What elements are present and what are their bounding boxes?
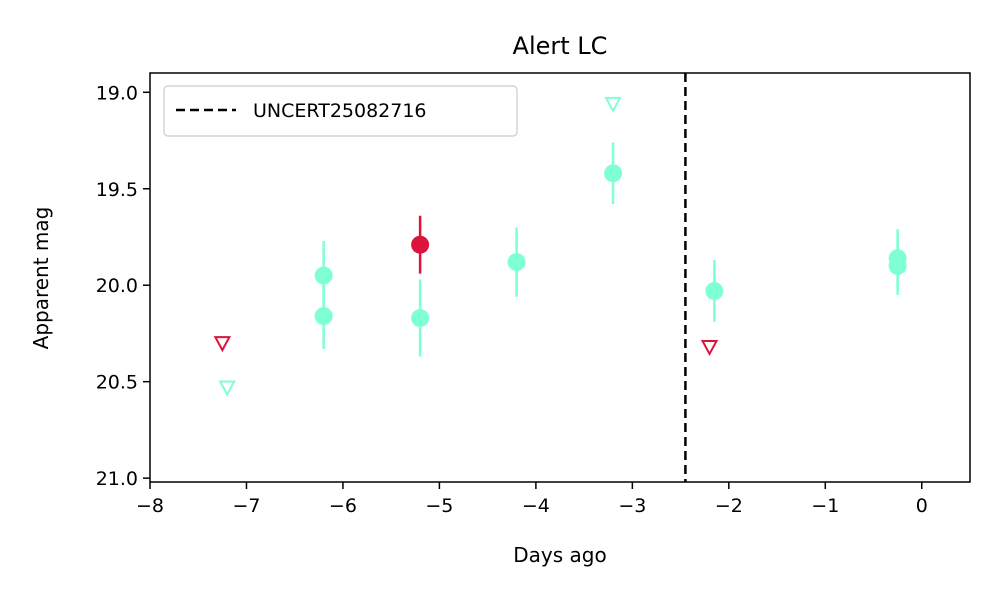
detection-point [705, 282, 724, 301]
plot-frame [149, 72, 971, 483]
detection-point [411, 309, 430, 328]
x-tick-label: −8 [136, 495, 164, 517]
legend-box [163, 85, 518, 137]
x-tick-label: −1 [811, 495, 839, 517]
upper-limit-marker [213, 336, 232, 353]
x-axis-label: Days ago [513, 543, 606, 567]
y-axis-label: Apparent mag [29, 207, 53, 350]
detection-point [314, 307, 333, 326]
upper-limit-marker [218, 380, 236, 397]
detection-point [888, 256, 907, 275]
y-tick-label: 21.0 [96, 468, 138, 490]
y-tick-label: 19.0 [96, 82, 138, 104]
y-axis: 19.0 19.5 20.0 20.5 21.0 [96, 82, 150, 490]
plot-marks [213, 73, 907, 482]
x-tick-label: −5 [425, 495, 453, 517]
x-tick-label: 0 [916, 495, 928, 517]
upper-limit-marker [604, 96, 622, 113]
x-tick-label: −4 [522, 495, 550, 517]
x-tick-label: −6 [329, 495, 357, 517]
upper-limit-marker [700, 339, 719, 357]
detection-point [507, 253, 526, 272]
y-tick-label: 20.5 [96, 372, 138, 394]
chart-title: Alert LC [513, 32, 608, 60]
legend-label-vline: UNCERT25082716 [253, 100, 427, 122]
x-axis: −8 −7 −6 −5 −4 −3 −2 −1 0 [136, 482, 928, 517]
x-tick-label: −2 [715, 495, 743, 517]
y-tick-label: 20.0 [96, 275, 138, 297]
detection-point [411, 235, 430, 254]
y-tick-label: 19.5 [96, 179, 138, 201]
x-tick-label: −3 [618, 495, 646, 517]
legend: UNCERT25082716 [163, 85, 518, 137]
detection-point [314, 266, 333, 285]
detection-point [604, 164, 623, 183]
x-tick-label: −7 [232, 495, 260, 517]
